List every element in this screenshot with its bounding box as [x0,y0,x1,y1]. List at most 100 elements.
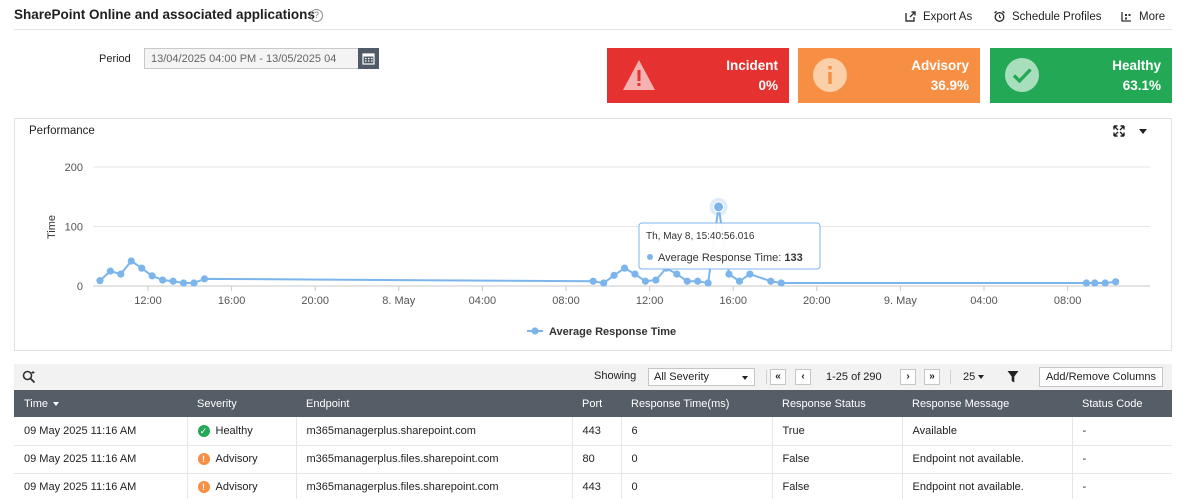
endpoint-cell: m365managerplus.sharepoint.com [296,417,573,446]
status-code-cell: - [1072,417,1172,446]
table-body: 09 May 2025 11:16 AM ✓ Healthy m365managerp… [14,417,1172,499]
y-tick-label: 100 [65,222,83,234]
table-row[interactable]: 09 May 2025 11:16 AM! Advisory m365manager… [14,445,1172,474]
incident-card[interactable]: Incident 0% [607,48,789,103]
chart-menu-icon[interactable] [1139,129,1147,134]
previous-page-button[interactable]: ‹ [795,369,811,385]
status-code-cell: - [1072,445,1172,474]
x-tick-label: 12:00 [134,295,162,307]
search-icon[interactable] [22,370,36,384]
page-range: 1-25 of 290 [826,371,882,383]
port-cell: 443 [572,473,622,499]
column-header-response-status[interactable]: Response Status [772,390,902,417]
next-page-button[interactable]: › [900,369,916,385]
y-tick-label: 200 [65,162,83,174]
export-as-button[interactable]: Export As [904,10,972,23]
info-circle-icon: ! [197,453,210,465]
period-input[interactable]: 13/04/2025 04:00 PM - 13/05/2025 04 [144,48,359,69]
data-point [1082,279,1091,287]
column-header-response-message[interactable]: Response Message [902,390,1072,417]
port-cell: 443 [572,417,622,446]
data-point [641,277,650,285]
data-point [148,272,156,280]
table-header-row: Time Severity Endpoint Port Response Tim… [14,390,1172,417]
first-page-button[interactable]: « [770,369,786,385]
data-point [179,279,188,287]
endpoint-cell: m365managerplus.files.sharepoint.com [296,445,573,474]
data-point [1091,279,1099,287]
data-point [106,267,114,275]
performance-title: Performance [29,125,95,137]
column-header-endpoint[interactable]: Endpoint [296,390,572,417]
status-code-cell: - [1072,473,1172,499]
legend-label: Average Response Time [549,326,676,338]
more-label: More [1139,10,1166,23]
more-button[interactable]: More [1120,10,1165,23]
title-divider [14,29,1172,30]
healthy-label: Healthy [1112,58,1161,73]
x-tick-label: 20:00 [301,295,329,307]
x-tick-label: 04:00 [469,295,497,307]
healthy-percent: 63.1% [1122,78,1161,93]
add-remove-columns-button[interactable]: Add/Remove Columns [1039,367,1163,387]
per-page-select[interactable]: 25 [963,371,985,383]
info-icon [813,58,847,92]
data-table: Time Severity Endpoint Port Response Tim… [14,390,1172,499]
data-point [673,270,681,278]
time-cell: 09 May 2025 11:16 AM [14,445,188,474]
severity-cell: ✓ Healthy [187,417,297,446]
response-status-cell: False [772,473,903,499]
x-tick-label: 12:00 [636,295,664,307]
response-message-cell: Endpoint not available. [902,445,1073,474]
response-message-cell: Available [902,417,1073,446]
tooltip-marker [647,254,653,260]
x-tick-label: 9. May [884,295,918,307]
per-page-value: 25 [963,371,976,383]
advisory-label: Advisory [911,58,969,73]
export-icon [905,11,916,22]
column-header-port[interactable]: Port [572,390,621,417]
column-header-response-time[interactable]: Response Time(ms) [621,390,772,417]
advisory-card[interactable]: Advisory 36.9% [798,48,980,103]
x-tick-label: 08:00 [552,295,580,307]
endpoint-cell: m365managerplus.files.sharepoint.com [296,473,573,499]
column-header-label: Time [24,397,49,410]
x-tick-label: 8. May [382,295,416,307]
last-page-button[interactable]: » [924,369,940,385]
showing-label: Showing [594,370,637,382]
grid-toolbar: Showing All Severity « ‹ 1-25 of 290 › »… [14,364,1172,390]
expand-icon[interactable] [1113,125,1125,137]
export-as-label: Export As [923,10,973,23]
severity-cell: ! Advisory [187,445,297,474]
severity-label: Advisory [215,481,258,493]
check-icon [1005,58,1039,92]
data-point [1112,278,1120,286]
schedule-profiles-label: Schedule Profiles [1012,10,1102,23]
x-tick-label: 04:00 [970,295,998,307]
chevron-down-icon [742,376,748,380]
y-tick-label: 0 [77,281,83,293]
table-row[interactable]: 09 May 2025 11:16 AM ✓ Healthy m365managerp… [14,417,1172,446]
severity-cell: ! Advisory [187,473,297,499]
column-header-status-code[interactable]: Status Code [1072,390,1172,417]
incident-label: Incident [726,58,778,73]
column-header-time[interactable]: Time [14,390,187,417]
data-point [1101,279,1109,287]
calendar-icon [362,53,375,65]
calendar-button[interactable] [358,48,379,69]
data-point [694,277,702,285]
y-axis-label: Time [46,215,58,239]
schedule-profiles-button[interactable]: Schedule Profiles [993,10,1102,23]
title-bar: SharePoint Online and associated applica… [0,0,1183,30]
help-icon[interactable]: ? [310,9,323,22]
healthy-card[interactable]: Healthy 63.1% [990,48,1172,103]
column-header-severity[interactable]: Severity [187,390,296,417]
data-point [746,270,754,278]
funnel-icon[interactable] [1007,370,1019,384]
severity-filter-select[interactable]: All Severity [648,368,755,386]
legend-marker [531,327,539,335]
tooltip-date: Th, May 8, 15:40:56.016 [646,231,755,242]
data-point [704,279,712,287]
sort-descending-icon [53,401,60,406]
table-row[interactable]: 09 May 2025 11:16 AM! Advisory m365manager… [14,473,1172,499]
